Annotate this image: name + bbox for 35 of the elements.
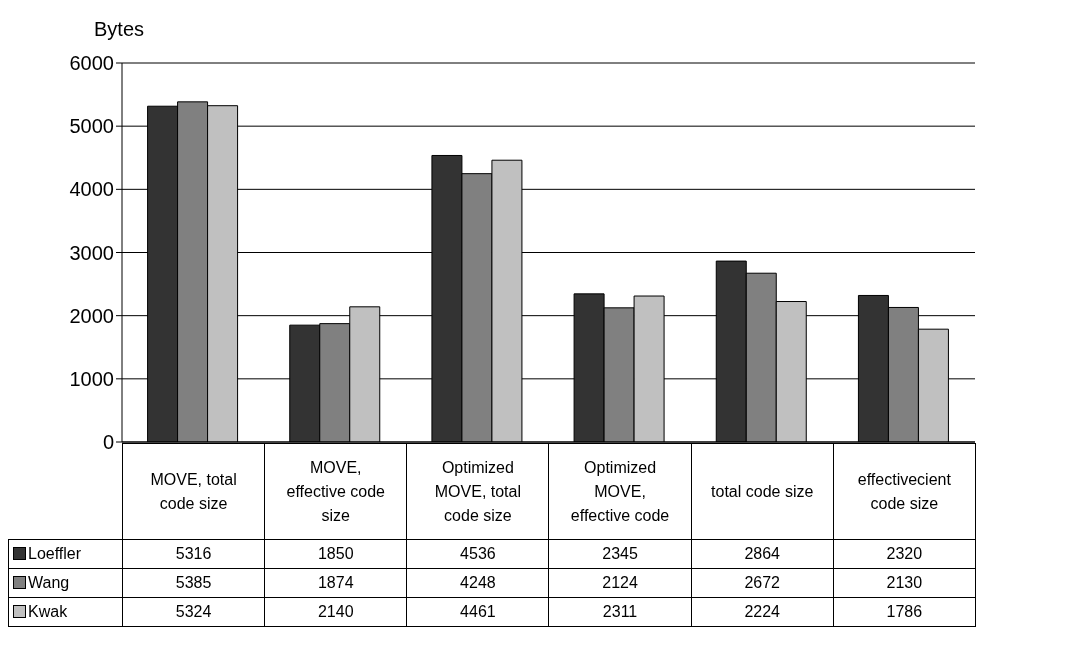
data-label: 1850: [264, 539, 407, 569]
data-label: 1786: [833, 597, 976, 627]
data-label: 5316: [122, 539, 265, 569]
y-tick-label: 5000: [69, 115, 114, 138]
y-tick-label: 4000: [69, 178, 114, 201]
data-label: 2672: [691, 568, 834, 598]
legend-label: Loeffler: [8, 539, 123, 569]
data-label: 2224: [691, 597, 834, 627]
data-label: 2140: [264, 597, 407, 627]
x-tick-label: Optimized MOVE, total code size: [406, 443, 549, 540]
data-label: 4248: [406, 568, 549, 598]
y-tick-label: 2000: [69, 304, 114, 327]
data-label: 2345: [548, 539, 692, 569]
data-label: 2320: [833, 539, 976, 569]
y-tick-label: 6000: [69, 52, 114, 75]
legend-label: Wang: [8, 568, 123, 598]
x-tick-label: Optimized MOVE, effective code: [548, 443, 692, 540]
data-label: 4461: [406, 597, 549, 627]
data-label: 2864: [691, 539, 834, 569]
data-label: 2124: [548, 568, 692, 598]
y-axis-title: Bytes: [94, 18, 145, 41]
y-tick-label: 0: [102, 431, 114, 454]
y-tick-label: 3000: [69, 241, 114, 264]
legend-label: Kwak: [8, 597, 123, 627]
x-tick-label: MOVE, effective code size: [264, 443, 407, 540]
data-label: 2130: [833, 568, 976, 598]
data-label: 5385: [122, 568, 265, 598]
data-label: 5324: [122, 597, 265, 627]
data-label: 4536: [406, 539, 549, 569]
data-label: 1874: [264, 568, 407, 598]
x-tick-label: MOVE, total code size: [122, 443, 265, 540]
data-label: 2311: [548, 597, 692, 627]
x-tick-label: total code size: [691, 443, 834, 540]
x-tick-label: effectivecient code size: [833, 443, 976, 540]
y-tick-label: 1000: [69, 367, 114, 390]
